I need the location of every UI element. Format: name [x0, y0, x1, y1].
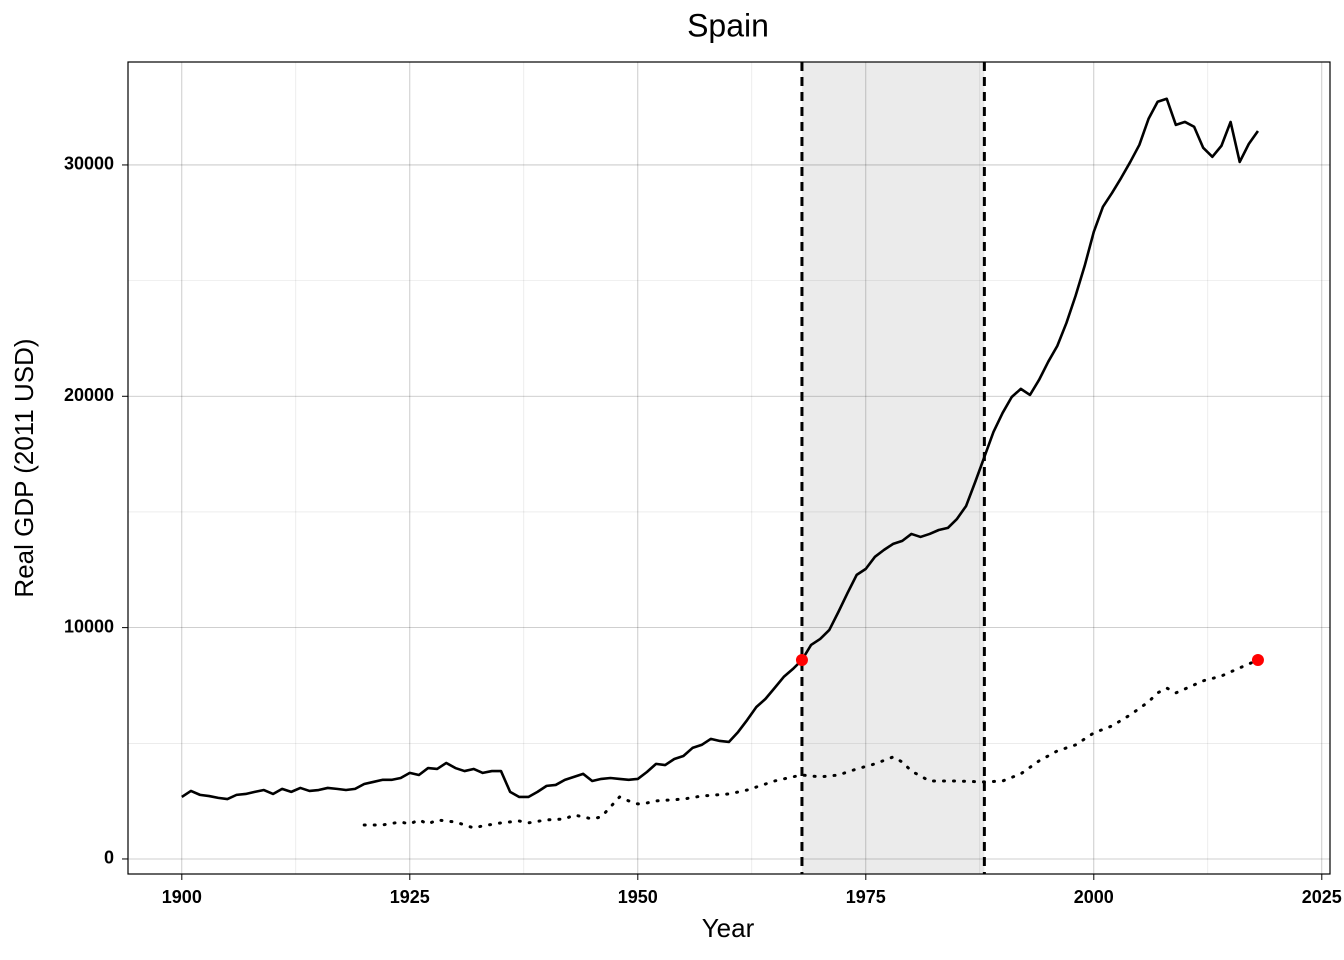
plot-frame	[127, 61, 1331, 875]
x-tick-label: 2025	[1302, 887, 1342, 907]
x-tick-label: 2000	[1074, 887, 1114, 907]
y-tick-label: 30000	[64, 154, 114, 174]
gdp-line	[181, 97, 1260, 801]
x-tick-label: 1900	[162, 887, 202, 907]
chart-title: Spain	[687, 7, 769, 43]
gdp-line	[362, 658, 1260, 830]
highlight-point	[795, 654, 808, 667]
highlight-point	[1251, 654, 1264, 667]
x-axis-label: Year	[702, 913, 755, 943]
y-tick-label: 20000	[64, 385, 114, 405]
y-axis-label: Real GDP (2011 USD)	[9, 338, 39, 597]
x-tick-label: 1925	[390, 887, 430, 907]
x-tick-label: 1950	[618, 887, 658, 907]
x-tick-label: 1975	[846, 887, 886, 907]
y-tick-label: 0	[104, 848, 114, 868]
shaded-region	[801, 62, 985, 874]
y-tick-label: 10000	[64, 616, 114, 636]
